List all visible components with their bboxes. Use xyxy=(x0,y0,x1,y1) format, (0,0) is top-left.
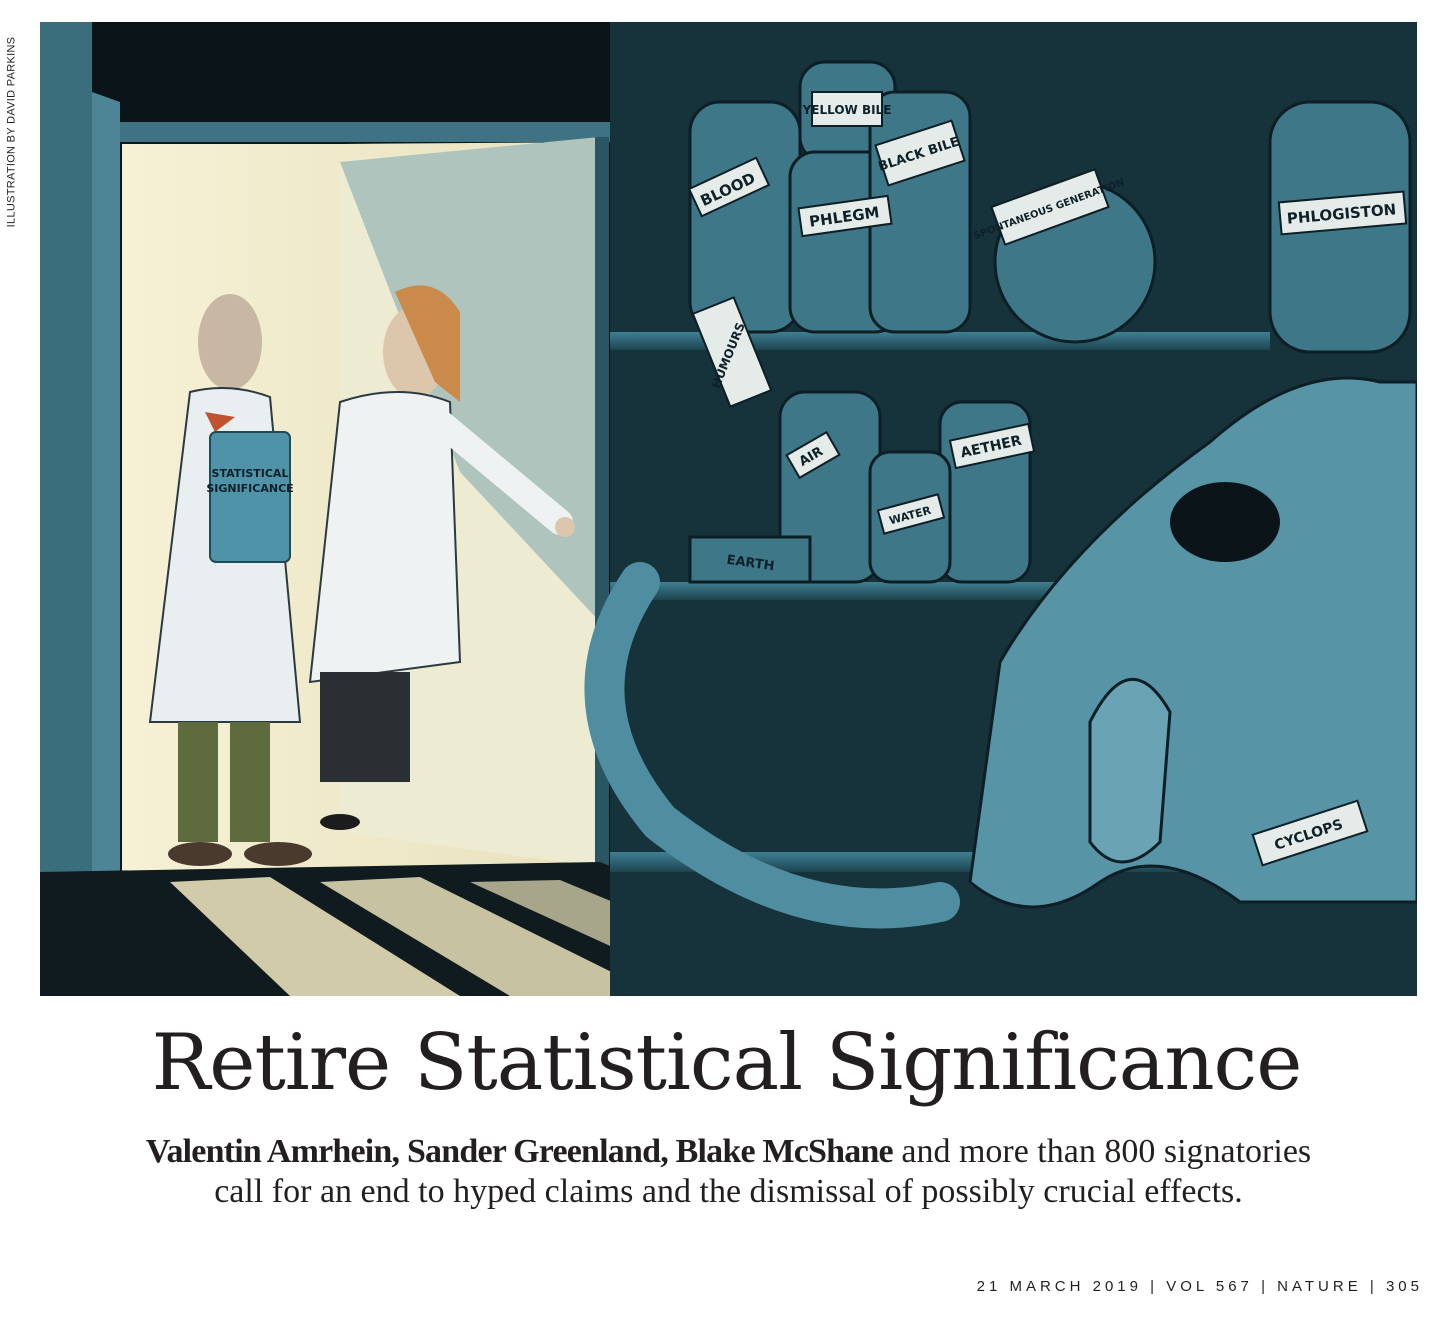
standfirst: Valentin Amrhein, Sander Greenland, Blak… xyxy=(40,1132,1417,1212)
page-footer: 21 MARCH 2019 | VOL 567 | NATURE | 305 xyxy=(977,1278,1423,1295)
author-3: Blake McShane xyxy=(675,1133,894,1170)
illustration-credit: ILLUSTRATION BY DAVID PARKINS xyxy=(0,22,22,242)
label-earth: EARTH xyxy=(726,553,776,575)
book xyxy=(209,431,291,563)
author-separator-1: , xyxy=(391,1133,407,1170)
author-2: Sander Greenland xyxy=(406,1133,661,1170)
illustration-svg: STATISTICAL SIGNIFICANCE xyxy=(40,22,1417,996)
standfirst-rest: and more than 800 signatories xyxy=(892,1133,1312,1170)
footer-page-number: 305 xyxy=(1385,1278,1423,1295)
skull-eye-socket xyxy=(1170,482,1280,562)
footer-date: 21 MARCH 2019 xyxy=(976,1278,1142,1295)
door-frame xyxy=(92,92,120,892)
author-1: Valentin Amrhein xyxy=(145,1133,393,1170)
footer-separator: | xyxy=(1150,1278,1159,1295)
footer-separator: | xyxy=(1261,1278,1269,1295)
book-label-2: SIGNIFICANCE xyxy=(206,482,293,495)
tusk xyxy=(584,562,960,929)
footer-separator: | xyxy=(1369,1278,1378,1295)
box-earth xyxy=(688,535,812,584)
cover-illustration: STATISTICAL SIGNIFICANCE xyxy=(40,22,1417,996)
headline: Retire Statistical Significance xyxy=(151,1018,1303,1108)
standfirst-line-1: Valentin Amrhein, Sander Greenland, Blak… xyxy=(40,1132,1417,1172)
footer-journal: NATURE xyxy=(1277,1278,1362,1295)
standfirst-line-2: call for an end to hyped claims and the … xyxy=(214,1173,1243,1210)
book-label-1: STATISTICAL xyxy=(212,467,289,480)
jar-blood xyxy=(688,100,802,334)
mammoth-skull xyxy=(968,376,1417,909)
scientist-man: STATISTICAL SIGNIFICANCE xyxy=(148,294,312,866)
author-separator-2: , xyxy=(660,1133,676,1170)
label-yellow-bile: YELLOW BILE xyxy=(802,103,892,117)
credit-text: ILLUSTRATION BY DAVID PARKINS xyxy=(5,36,17,228)
scientist-woman xyxy=(308,285,575,830)
footer-volume: VOL 567 xyxy=(1166,1278,1253,1295)
